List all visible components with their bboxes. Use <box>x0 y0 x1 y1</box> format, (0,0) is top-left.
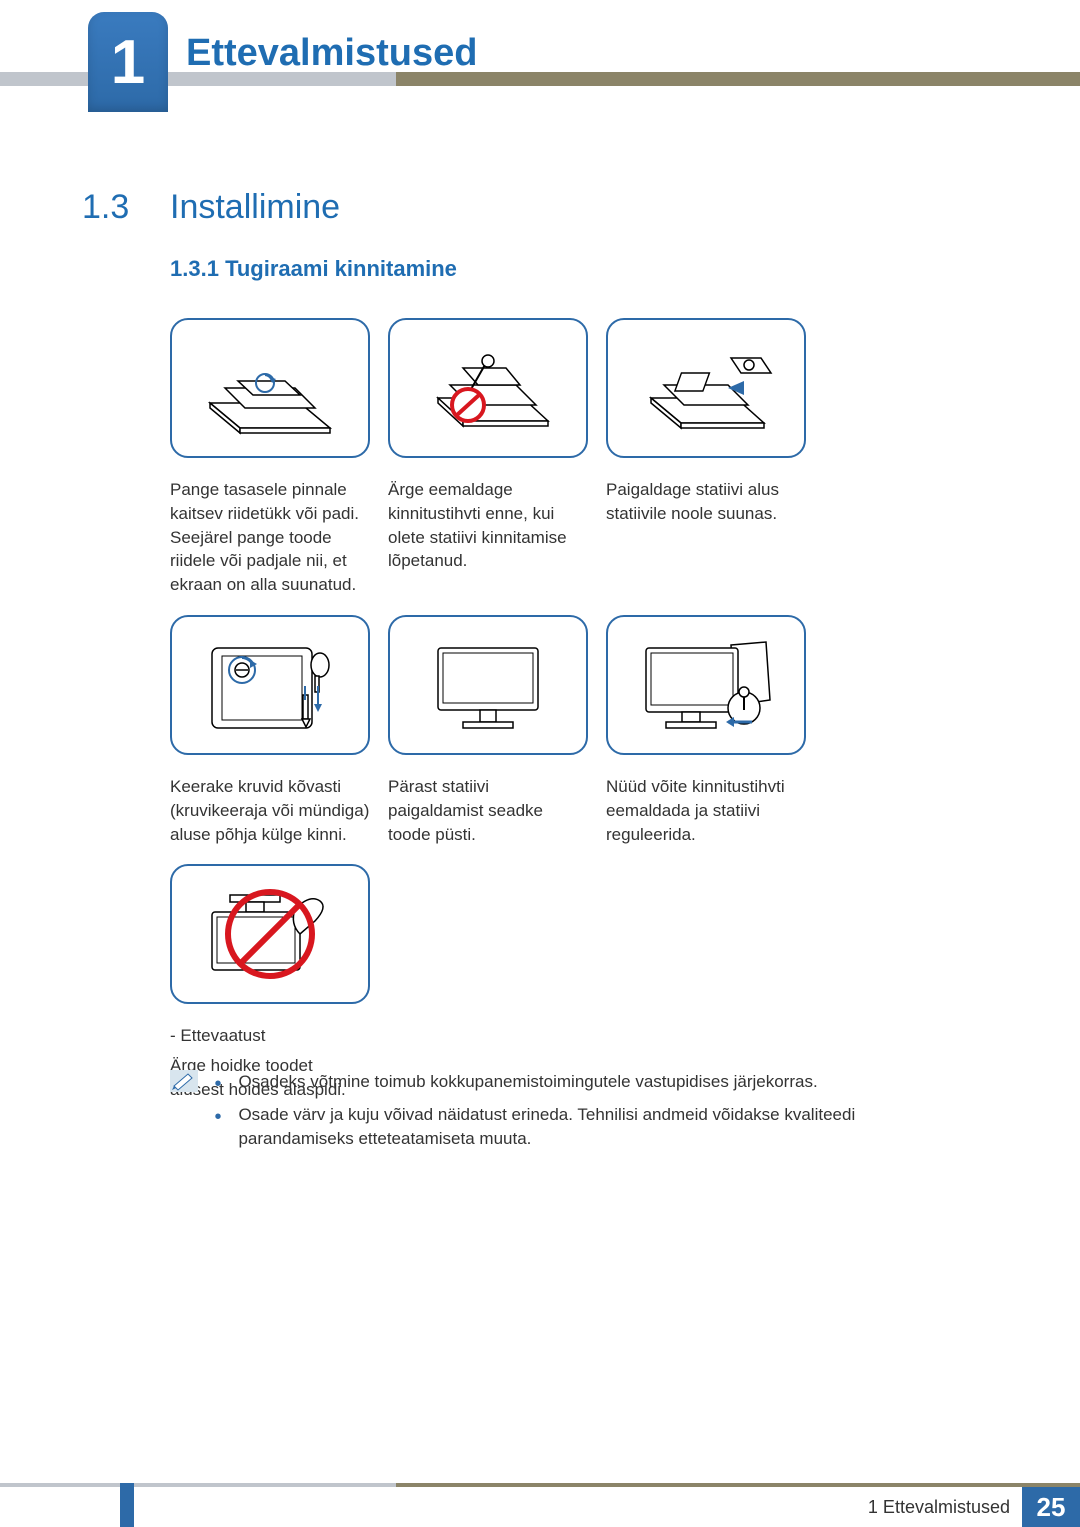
step-4-caption: Keerake kruvid kõvasti (kruvikeeraja või… <box>170 775 370 846</box>
subsection-heading: 1.3.1 Tugiraami kinnitamine <box>170 256 457 282</box>
page-number: 25 <box>1022 1487 1080 1527</box>
monitor-pin-prohibit-icon <box>408 333 568 443</box>
footer: 1 Ettevalmistused 25 <box>0 1483 1080 1527</box>
monitor-remove-pin-icon <box>626 630 786 740</box>
footer-side-tab <box>120 1483 134 1527</box>
note-list: Osadeks võtmine toimub kokkupanemistoimi… <box>214 1070 934 1160</box>
section-number: 1.3 <box>82 188 129 227</box>
monitor-facedown-icon <box>190 333 350 443</box>
step-5-illustration <box>388 615 588 755</box>
step-1: Pange tasasele pinnale kaitsev riidetükk… <box>170 318 370 597</box>
step-6-caption: Nüüd võite kinnitustihvti eemaldada ja s… <box>606 775 806 846</box>
step-2: Ärge eemaldage kinnitustihvti enne, kui … <box>388 318 588 597</box>
caution-heading: - Ettevaatust <box>170 1024 370 1048</box>
instruction-grid: Pange tasasele pinnale kaitsev riidetükk… <box>170 318 986 1102</box>
screw-tighten-icon <box>190 630 350 740</box>
step-4-illustration <box>170 615 370 755</box>
top-bar-olive <box>396 72 1080 86</box>
step-1-caption: Pange tasasele pinnale kaitsev riidetükk… <box>170 478 370 597</box>
notes-block: Osadeks võtmine toimub kokkupanemistoimi… <box>170 1070 950 1160</box>
step-3-caption: Paigaldage statiivi alus statiivile nool… <box>606 478 806 526</box>
step-5: Pärast statiivi paigaldamist seadke tood… <box>388 615 588 846</box>
stand-base-attach-icon <box>626 333 786 443</box>
subsection-title: Tugiraami kinnitamine <box>225 256 457 281</box>
caution-illustration <box>170 864 370 1004</box>
step-6: Nüüd võite kinnitustihvti eemaldada ja s… <box>606 615 806 846</box>
step-2-caption: Ärge eemaldage kinnitustihvti enne, kui … <box>388 478 588 573</box>
footer-text: 1 Ettevalmistused <box>868 1497 1010 1518</box>
section-title: Installimine <box>170 188 340 227</box>
note-item: Osade värv ja kuju võivad näidatust erin… <box>214 1103 934 1152</box>
step-3: Paigaldage statiivi alus statiivile nool… <box>606 318 806 597</box>
step-5-caption: Pärast statiivi paigaldamist seadke tood… <box>388 775 588 846</box>
footer-line-olive <box>396 1483 1080 1487</box>
step-4: Keerake kruvid kõvasti (kruvikeeraja või… <box>170 615 370 846</box>
note-icon <box>170 1070 198 1092</box>
step-6-illustration <box>606 615 806 755</box>
step-2-illustration <box>388 318 588 458</box>
monitor-upright-icon <box>408 630 568 740</box>
caution-step: - Ettevaatust Ärge hoidke toodet alusest… <box>170 864 370 1101</box>
footer-line <box>0 1483 1080 1487</box>
note-item: Osadeks võtmine toimub kokkupanemistoimi… <box>214 1070 934 1095</box>
step-3-illustration <box>606 318 806 458</box>
footer-content: 1 Ettevalmistused 25 <box>0 1487 1080 1527</box>
footer-line-grey <box>0 1483 396 1487</box>
chapter-title: Ettevalmistused <box>186 32 477 75</box>
subsection-number: 1.3.1 <box>170 256 219 281</box>
prohibit-upsidedown-icon <box>190 879 350 989</box>
chapter-number-tab: 1 <box>88 12 168 112</box>
step-1-illustration <box>170 318 370 458</box>
